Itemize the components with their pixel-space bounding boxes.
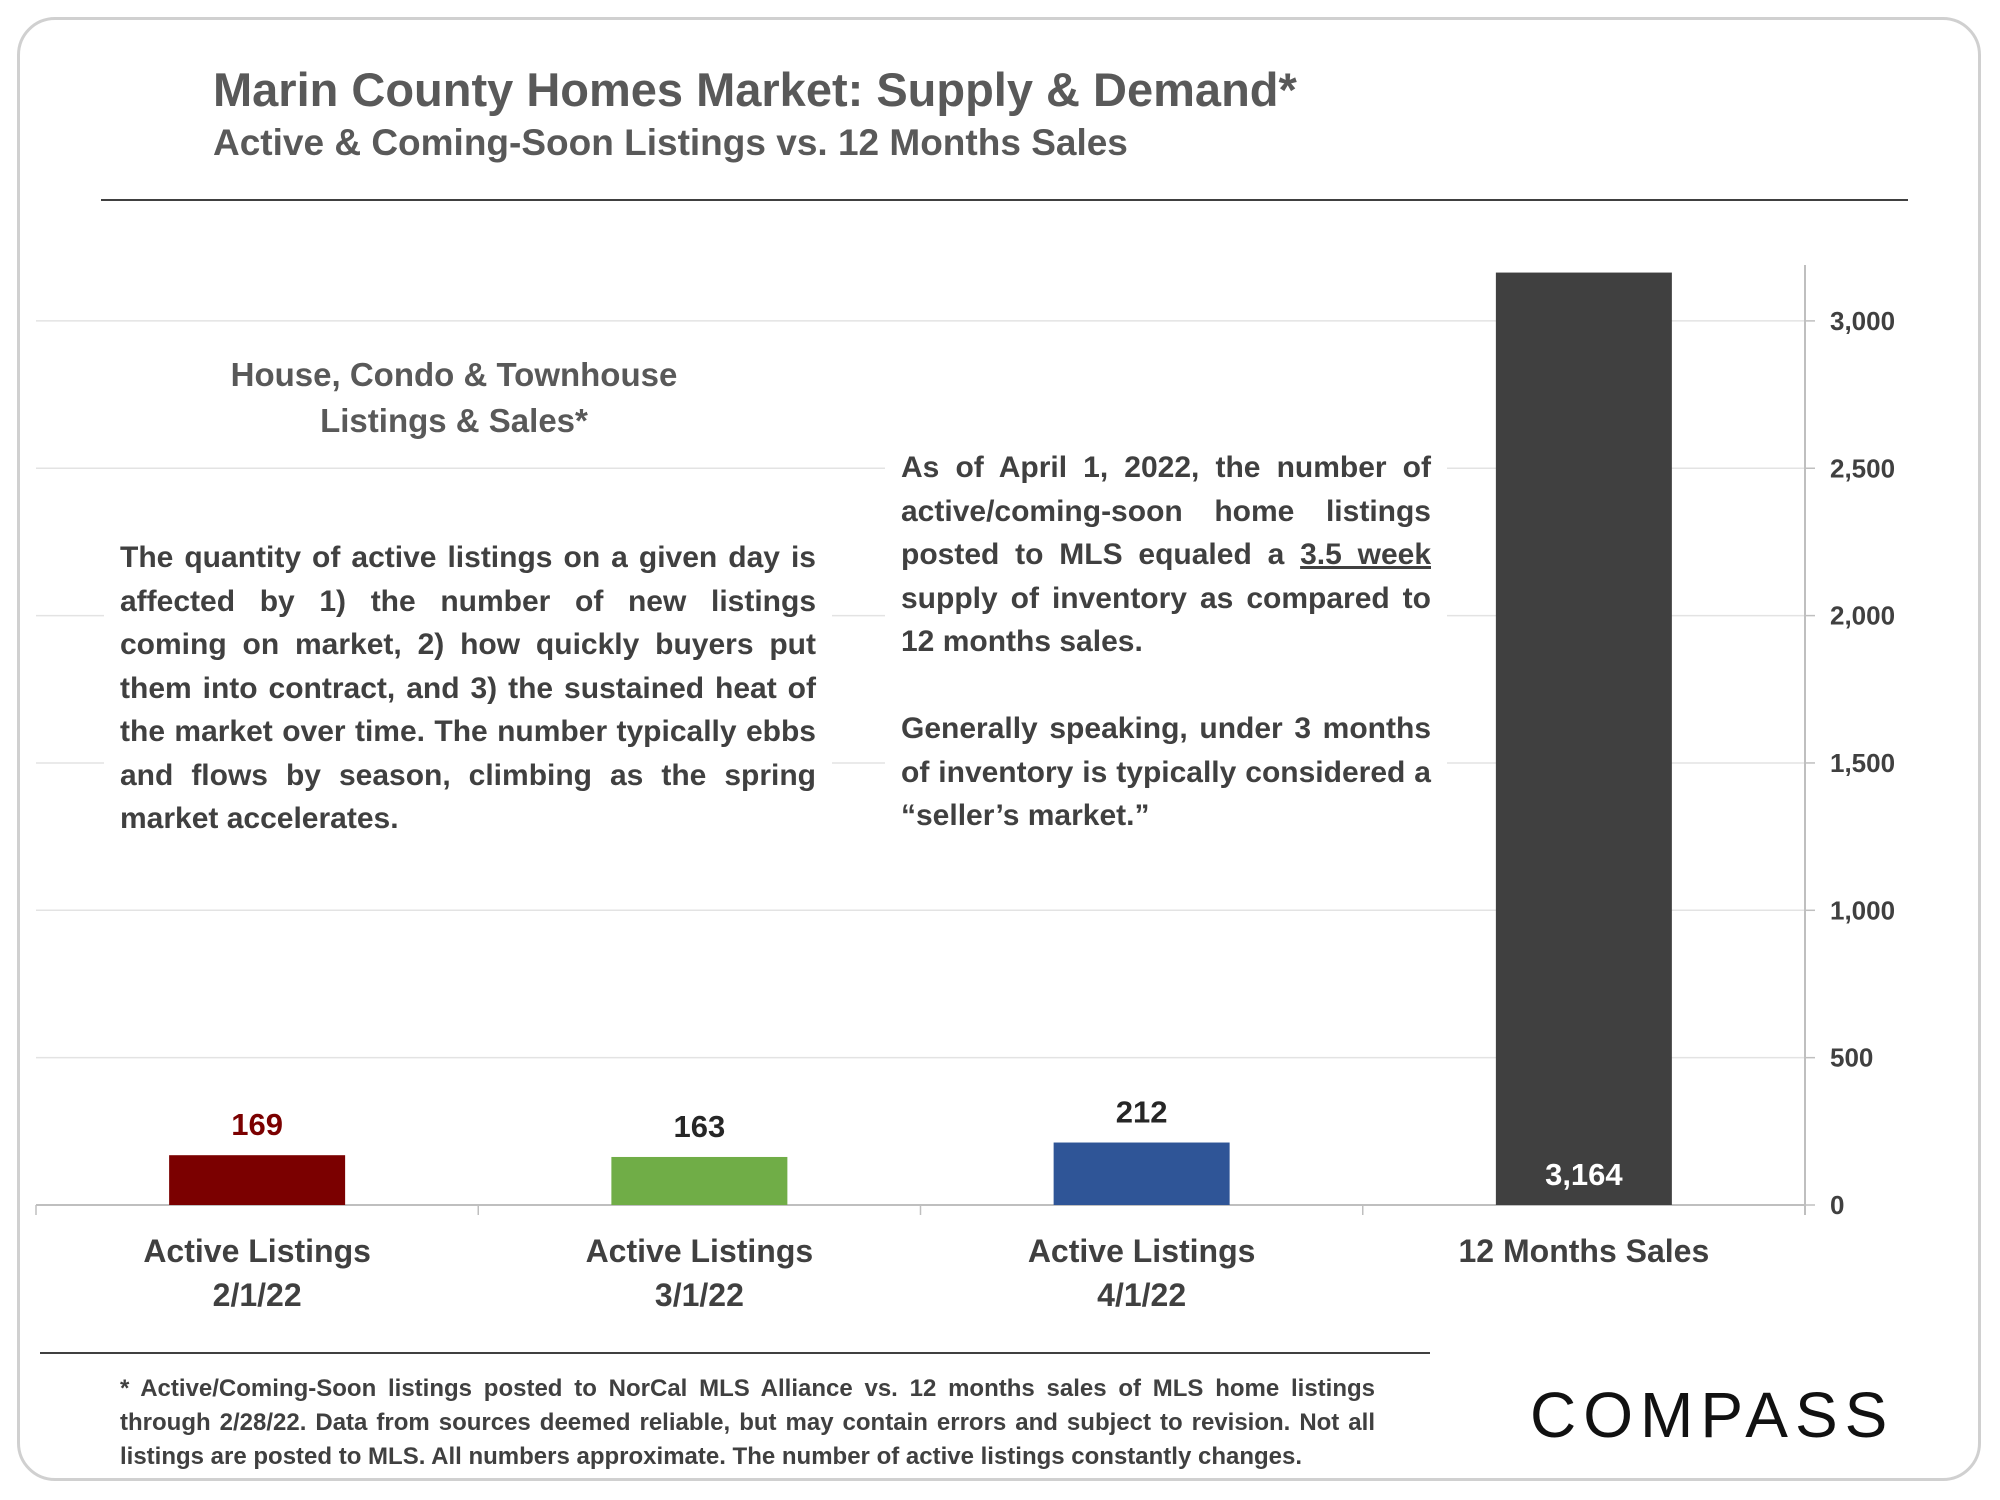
y-tick-label: 3,000 xyxy=(1830,306,1895,336)
x-category-label: Active Listings xyxy=(1028,1233,1256,1269)
annotation-heading: House, Condo & Townhouse Listings & Sale… xyxy=(214,352,694,444)
annotation-right-p1-after: supply of inventory as compared to 12 mo… xyxy=(901,581,1431,659)
y-tick-label: 0 xyxy=(1830,1190,1844,1220)
chart-subtitle: Active & Coming-Soon Listings vs. 12 Mon… xyxy=(213,122,1128,163)
bar xyxy=(169,1155,346,1205)
bar xyxy=(1495,272,1672,1205)
data-label: 163 xyxy=(674,1109,726,1144)
x-category-label: 3/1/22 xyxy=(655,1277,744,1313)
data-label: 169 xyxy=(231,1107,283,1142)
annotation-right-paragraph-1: As of April 1, 2022, the number of activ… xyxy=(901,446,1431,664)
x-category-label: Active Listings xyxy=(586,1233,814,1269)
data-label: 212 xyxy=(1116,1095,1168,1130)
annotation-heading-line1: House, Condo & Townhouse xyxy=(230,356,678,393)
y-tick-label: 500 xyxy=(1830,1043,1873,1073)
bar xyxy=(611,1156,788,1205)
title-divider xyxy=(101,199,1908,201)
x-category-label: 12 Months Sales xyxy=(1459,1233,1710,1269)
data-label: 3,164 xyxy=(1545,1157,1623,1192)
annotation-left-text: The quantity of active listings on a giv… xyxy=(104,530,832,847)
annotation-right-p1-underlined: 3.5 week xyxy=(1300,538,1431,571)
y-tick-label: 2,000 xyxy=(1830,601,1895,631)
y-tick-label: 1,000 xyxy=(1830,895,1895,925)
y-tick-label: 1,500 xyxy=(1830,748,1895,778)
compass-logo: COMPASS xyxy=(1530,1379,1895,1451)
y-tick-label: 2,500 xyxy=(1830,453,1895,483)
x-category-label: 2/1/22 xyxy=(213,1277,302,1313)
bar-chart: 0 500 1,000 1,500 2,000 2,500 3,000 169 Active L… xyxy=(35,265,1895,1313)
x-category-label: 4/1/22 xyxy=(1097,1277,1186,1313)
annotation-right-text: As of April 1, 2022, the number of activ… xyxy=(885,440,1447,844)
footnote: * Active/Coming-Soon listings posted to … xyxy=(120,1375,1375,1470)
bar xyxy=(1053,1142,1230,1205)
annotation-right-p1-before: As of April 1, 2022, the number of activ… xyxy=(901,451,1431,571)
annotation-right-paragraph-2: Generally speaking, under 3 months of in… xyxy=(901,712,1431,832)
chart-title: Marin County Homes Market: Supply & Dema… xyxy=(213,63,1297,116)
footer-divider xyxy=(40,1352,1430,1354)
annotation-heading-line2: Listings & Sales* xyxy=(320,402,588,439)
x-category-label: Active Listings xyxy=(143,1233,371,1269)
